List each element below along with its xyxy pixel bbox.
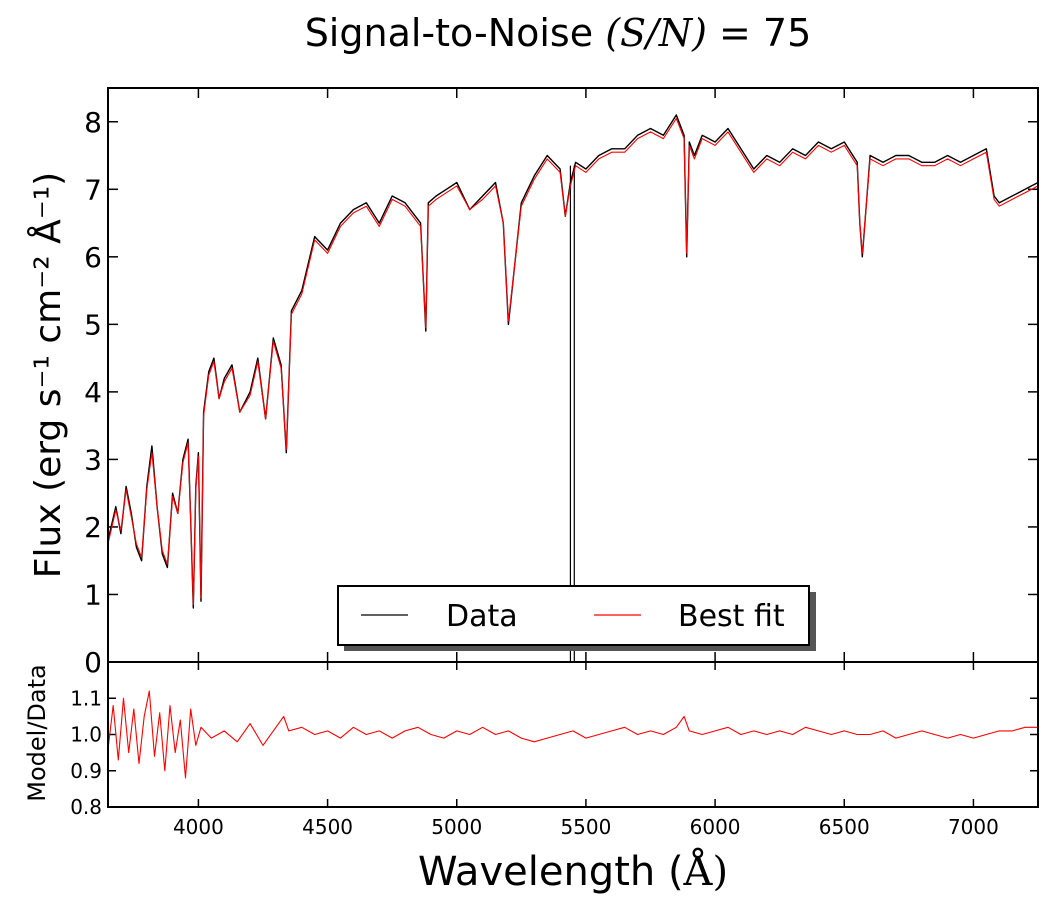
legend-label-data: Data (446, 599, 518, 634)
x-axis-label-prefix: Wavelength ( (418, 849, 684, 895)
chart-title-math: (S/N) (605, 11, 707, 55)
chart-title-prefix: Signal-to-Noise (305, 11, 606, 55)
legend-label-best-fit: Best fit (678, 599, 785, 634)
ratio-x-tick-label: 6500 (819, 815, 870, 839)
ratio-x-tick-label: 5000 (431, 815, 482, 839)
legend-box (337, 585, 810, 646)
chart-title: Signal-to-Noise (S/N) = 75 (305, 11, 812, 55)
ratio-y-tick-label: 0.9 (70, 759, 102, 783)
y-axis-label-flux: Flux (erg s⁻¹ cm⁻² Å⁻¹) (26, 172, 69, 578)
ratio-y-tick-label: 0.8 (70, 795, 102, 819)
ratio-y-tick-label: 1.1 (70, 686, 102, 710)
ratio-y-tick-label: 1.0 (70, 723, 102, 747)
ratio-x-tick-label: 5500 (560, 815, 611, 839)
ratio-x-tick-label: 6000 (690, 815, 741, 839)
ratio-panel-frame (107, 661, 1039, 808)
series-line-data (107, 114, 1039, 609)
ratio-x-tick-label: 7000 (948, 815, 999, 839)
ratio-panel: 0.8 0.9 1.0 1.1 4000 4500 5000 5500 6000 6500 7000 (70, 661, 1039, 839)
flux-y-tick-label: 1 (84, 578, 102, 611)
ratio-x-tick-label: 4000 (173, 815, 224, 839)
flux-y-tick-label: 5 (84, 308, 102, 341)
x-axis-label-suffix: ) (712, 849, 728, 895)
flux-y-tick-label: 3 (84, 443, 102, 476)
x-axis-label-unit: Å (683, 848, 714, 895)
flux-y-tick-label: 4 (84, 376, 102, 409)
y-axis-label-ratio: Model/Data (23, 664, 51, 801)
x-axis-label: Wavelength (Å) (418, 848, 728, 895)
flux-y-tick-label: 0 (84, 646, 102, 679)
series-line-best-fit (107, 117, 1039, 606)
legend: Data Best fit (337, 585, 816, 651)
flux-y-tick-label: 7 (84, 173, 102, 206)
series-line-model-data (107, 690, 1038, 779)
flux-y-tick-label: 2 (84, 511, 102, 544)
ratio-x-tick-label: 4500 (302, 815, 353, 839)
chart-title-suffix: = 75 (707, 11, 811, 55)
flux-y-tick-label: 8 (84, 106, 102, 139)
flux-y-tick-label: 6 (84, 241, 102, 274)
